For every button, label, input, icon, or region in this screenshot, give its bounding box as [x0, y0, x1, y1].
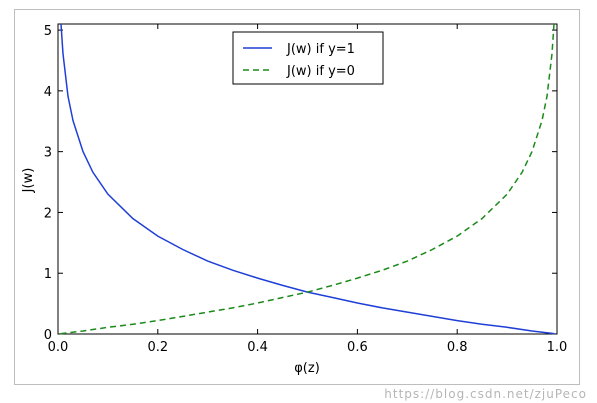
x-axis-label: φ(z) — [294, 361, 320, 376]
x-tick-label: 1.0 — [547, 340, 568, 355]
x-tick-label: 0.2 — [147, 340, 168, 355]
series-line-1 — [60, 23, 555, 335]
legend-label: J(w) if y=1 — [286, 42, 355, 57]
plot-area — [57, 23, 558, 335]
watermark-text: https://blog.csdn.net/zjuPeco — [384, 387, 587, 401]
series-line-2 — [60, 23, 555, 335]
legend-box — [232, 31, 384, 85]
y-axis-label: J(w) — [21, 168, 36, 194]
y-tick-label: 2 — [44, 206, 52, 221]
x-tick-label: 0.4 — [247, 340, 268, 355]
x-tick-label: 0.0 — [48, 340, 69, 355]
legend-label: J(w) if y=0 — [286, 64, 355, 79]
x-tick-label: 0.6 — [347, 340, 368, 355]
x-tick-label: 0.8 — [447, 340, 468, 355]
y-tick-label: 0 — [44, 328, 52, 343]
y-tick-label: 5 — [44, 24, 52, 39]
y-tick-label: 4 — [44, 85, 52, 100]
y-tick-label: 1 — [44, 267, 52, 282]
y-tick-label: 3 — [44, 146, 52, 161]
axis-ticks: 0.0 0.2 0.4 0.6 0.8 1.0 0 1 2 3 4 5 — [44, 24, 568, 355]
legend: J(w) if y=1 J(w) if y=0 — [232, 31, 384, 85]
series-lines — [60, 23, 555, 335]
